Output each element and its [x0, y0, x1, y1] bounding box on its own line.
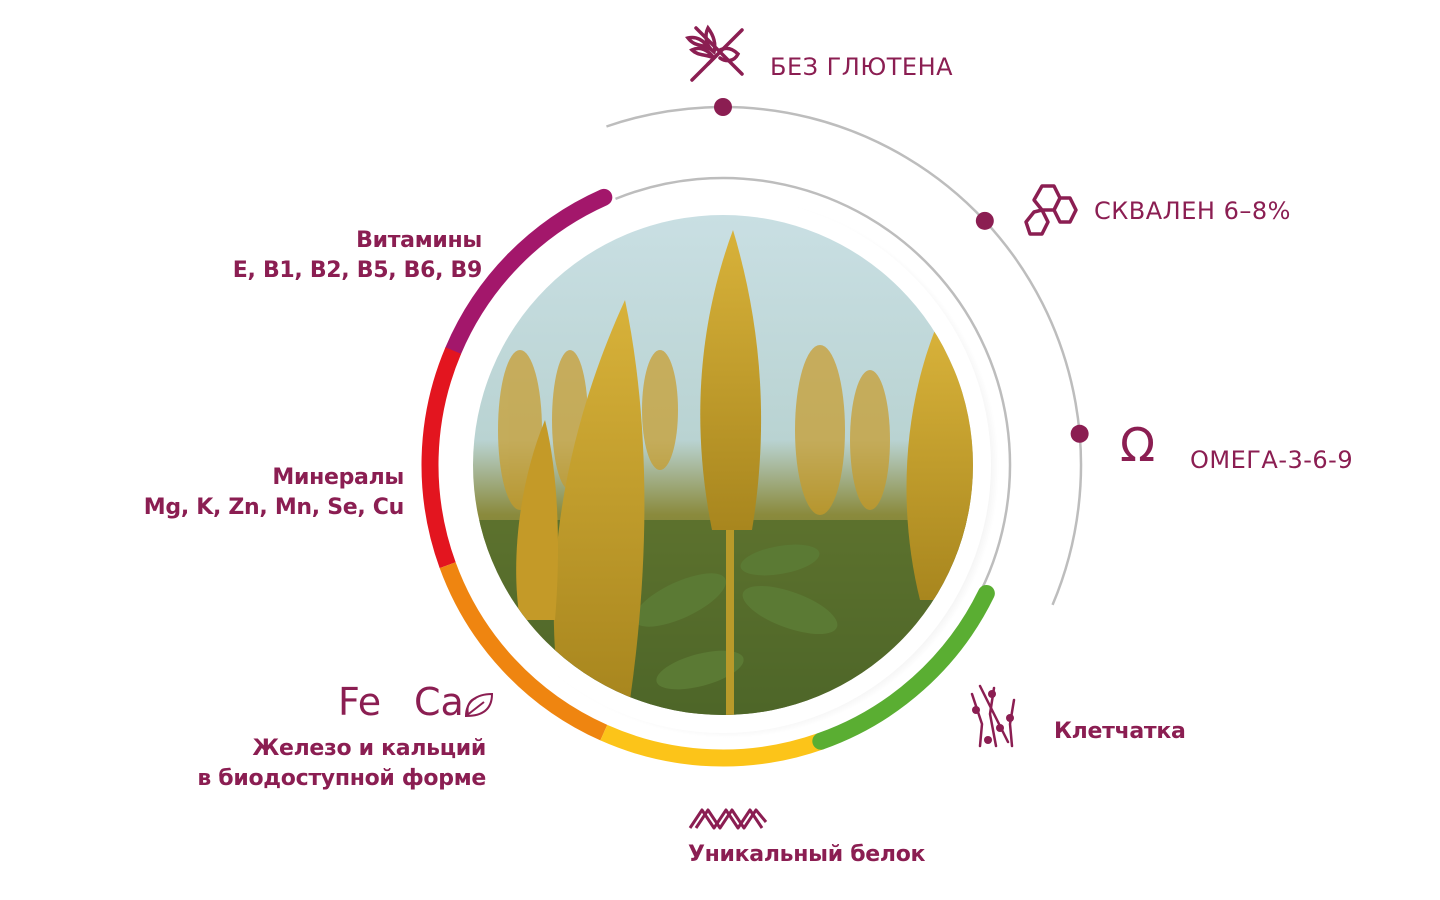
ring-segment-fiber	[812, 584, 995, 750]
ring-segment-iron-calcium	[439, 562, 608, 741]
dna-helix-icon	[688, 808, 768, 830]
ca-symbol: Ca	[414, 680, 464, 724]
arc-marker-dot	[975, 211, 994, 230]
arc-marker-dot	[1070, 424, 1089, 443]
iron-calcium-label: Железо и кальций в биодоступной форме	[197, 734, 486, 794]
omega-icon: Ω	[1120, 418, 1156, 472]
arc-marker-dot	[714, 98, 732, 116]
ring-segment-protein	[600, 724, 824, 767]
gluten-free-label: БЕЗ ГЛЮТЕНА	[770, 53, 954, 81]
iron-calcium-line1: Железо и кальций	[252, 736, 486, 761]
minerals-label: Минералы Mg, K, Zn, Mn, Se, Cu	[143, 463, 405, 523]
vitamins-label: Витамины E, B1, B2, B5, B6, B9	[232, 226, 483, 286]
iron-calcium-line2: в биодоступной форме	[197, 766, 486, 791]
fiber-icon	[970, 684, 1016, 748]
fe-symbol: Fe	[338, 680, 382, 724]
fiber-label: Клетчатка	[1054, 719, 1186, 744]
vitamins-line1: Витамины	[356, 228, 482, 253]
minerals-line2: Mg, K, Zn, Mn, Se, Cu	[143, 495, 405, 520]
ring-segment-minerals	[421, 347, 462, 569]
vitamins-line2: E, B1, B2, B5, B6, B9	[232, 258, 483, 283]
hexagon-molecule-icon	[1024, 184, 1078, 236]
omega-label: ОМЕГА-3-6-9	[1190, 446, 1354, 474]
protein-label: Уникальный белок	[688, 842, 926, 867]
minerals-line1: Минералы	[272, 465, 404, 490]
ring-segment-vitamins	[444, 188, 613, 360]
squalene-label: СКВАЛЕН 6–8%	[1094, 197, 1291, 225]
inner-arc	[615, 176, 1012, 592]
no-wheat-icon	[685, 24, 744, 82]
leaf-icon	[464, 692, 494, 718]
